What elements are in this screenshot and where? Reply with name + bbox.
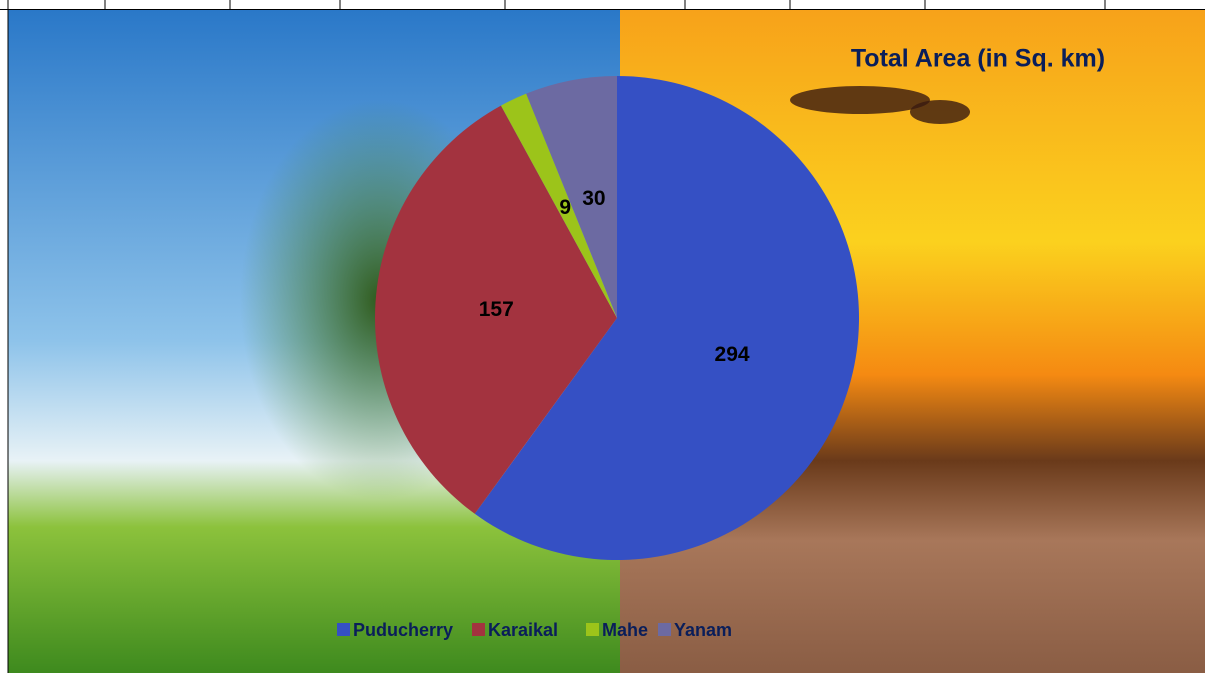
legend-swatch [337,623,350,636]
data-label: 30 [582,187,605,210]
legend-swatch [586,623,599,636]
data-label: 157 [479,298,514,321]
chart-title: Total Area (in Sq. km) [851,45,1105,73]
legend-swatch [658,623,671,636]
legend-swatch [472,623,485,636]
legend-label: Karaikal [488,620,558,640]
legend-label: Mahe [602,620,648,640]
legend-label: Yanam [674,620,732,640]
data-label: 294 [715,343,750,366]
legend-label: Puducherry [353,620,453,640]
chart: Total Area (in Sq. km) 294157930Puducher… [0,0,1205,673]
page: Total Area (in Sq. km) 294157930Puducher… [0,0,1205,678]
